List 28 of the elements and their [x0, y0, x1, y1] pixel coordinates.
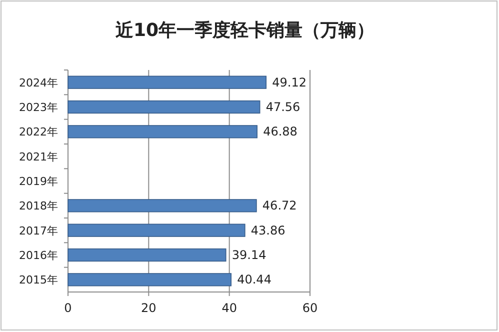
y-tick-label: 2022年 [19, 126, 58, 139]
y-tick-label: 2017年 [19, 224, 58, 238]
data-label: 46.88 [263, 124, 298, 139]
bar [68, 224, 246, 237]
data-label: 49.12 [272, 75, 306, 90]
data-label: 46.72 [262, 198, 297, 213]
bar [68, 199, 257, 212]
chart-title: 近10年一季度轻卡销量（万辆） [114, 20, 375, 41]
bar [68, 76, 267, 89]
x-tick-label: 20 [141, 301, 156, 315]
data-label: 40.44 [237, 272, 272, 287]
y-tick-label: 2018年 [19, 200, 58, 213]
y-tick-label: 2016年 [19, 249, 58, 262]
bar [68, 100, 260, 114]
bar [68, 273, 232, 286]
data-label: 39.14 [232, 248, 266, 262]
y-tick-label: 2021年 [19, 150, 58, 164]
y-tick-label: 2019年 [19, 175, 58, 188]
x-tick-label: 60 [302, 301, 318, 315]
y-tick-label: 2024年 [19, 76, 58, 90]
x-tick-label: 40 [222, 301, 237, 315]
y-tick-label: 2023年 [19, 101, 58, 114]
x-tick-label: 0 [64, 301, 72, 315]
data-label: 43.86 [250, 223, 286, 238]
y-tick-label: 2015年 [19, 274, 58, 287]
bar [68, 248, 226, 262]
data-label: 47.56 [266, 100, 300, 114]
bar [68, 125, 258, 138]
